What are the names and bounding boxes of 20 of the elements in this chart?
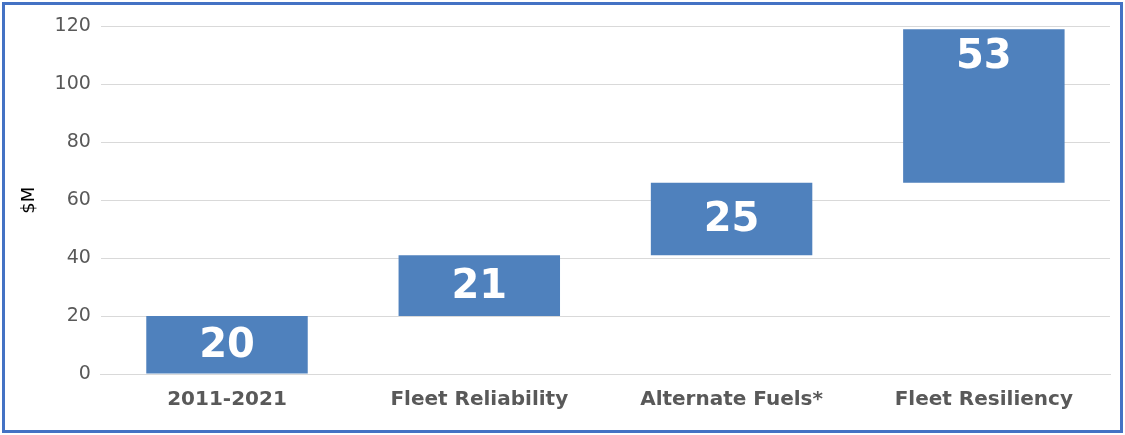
bar [398, 255, 561, 317]
x-tick-label: Fleet Reliability [390, 386, 569, 411]
y-tick-label: 120 [54, 13, 91, 36]
data-label: 25 [703, 194, 760, 241]
y-tick-label: 60 [66, 187, 91, 210]
bar [650, 182, 813, 256]
data-label: 20 [199, 320, 255, 367]
x-tick-label: Fleet Resiliency [894, 386, 1074, 411]
x-tick-label: 2011-2021 [167, 386, 287, 411]
y-tick-label: 80 [66, 129, 91, 152]
bar [146, 316, 308, 374]
y-tick-label: 100 [54, 71, 91, 94]
x-tick-label: Alternate Fuels* [640, 386, 824, 411]
y-axis-title: $M [17, 186, 39, 214]
data-label: 21 [451, 261, 508, 308]
data-label: 53 [956, 30, 1012, 77]
y-tick-label: 40 [66, 245, 91, 268]
y-tick-label: 20 [66, 303, 91, 325]
y-tick-label: 0 [78, 360, 91, 383]
bar [903, 29, 1065, 183]
